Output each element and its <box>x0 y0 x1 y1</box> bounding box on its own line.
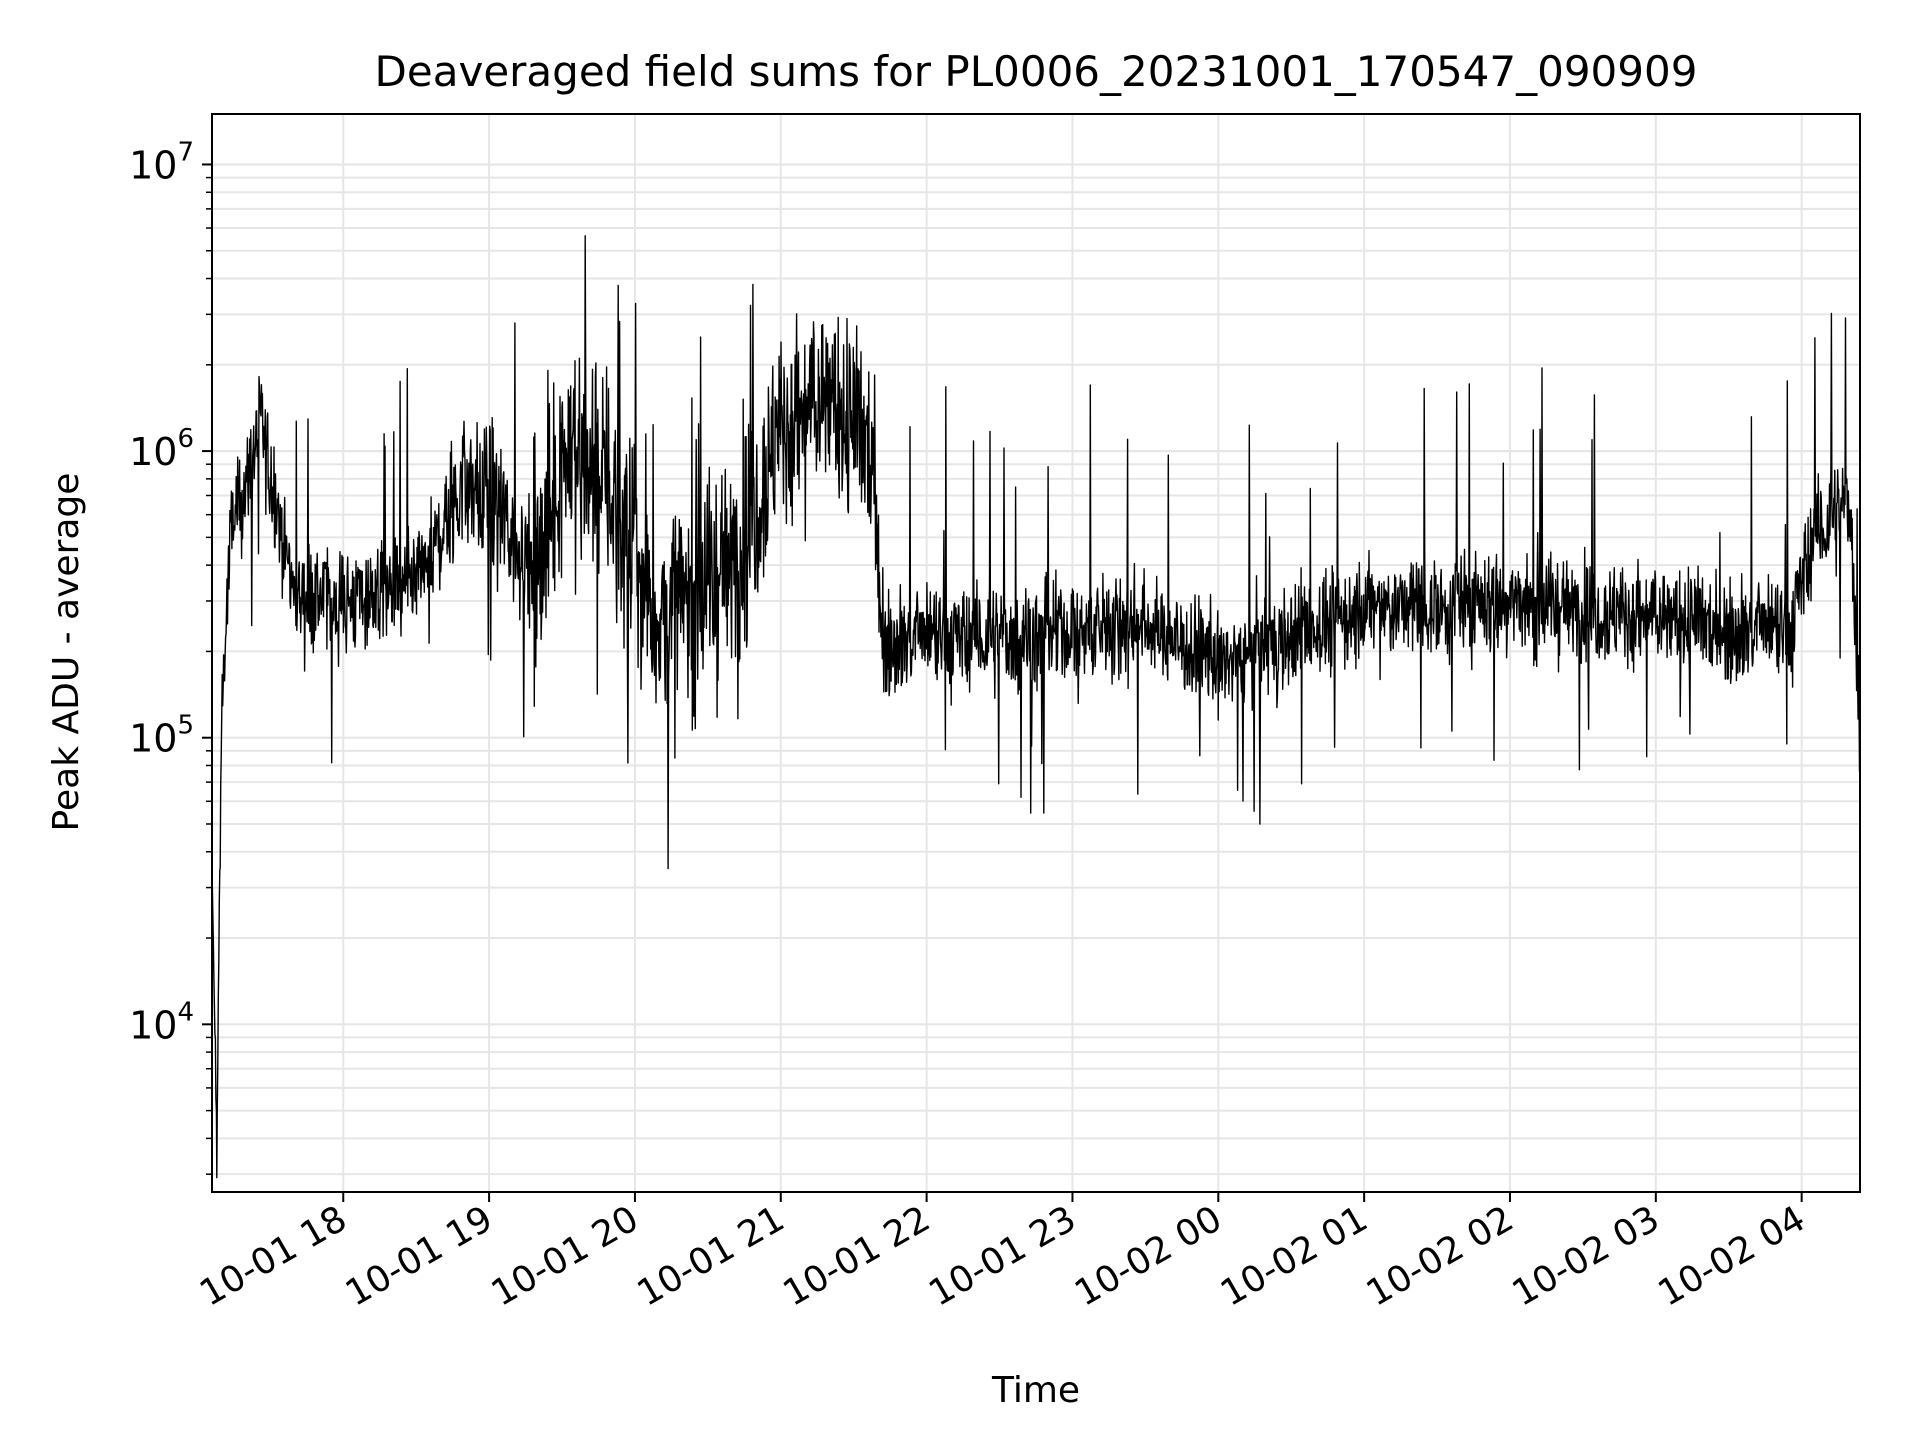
series-line <box>211 235 1861 1179</box>
x-tick-label: 10-02 03 <box>1506 1198 1667 1314</box>
y-tick-label: 105 <box>129 711 194 761</box>
x-tick-label: 10-02 00 <box>1068 1198 1229 1314</box>
series-group <box>211 235 1861 1179</box>
x-tick-label: 10-01 20 <box>485 1198 646 1314</box>
plot-frame <box>211 113 1861 1193</box>
y-axis-label: Peak ADU - average <box>46 473 87 832</box>
y-tick-label: 104 <box>129 997 194 1047</box>
x-axis-label: Time <box>991 1370 1080 1411</box>
x-tick-label: 10-01 21 <box>631 1198 792 1314</box>
x-tick-label: 10-02 02 <box>1360 1198 1521 1314</box>
x-tick-label: 10-02 04 <box>1651 1198 1812 1314</box>
x-tick-label: 10-02 01 <box>1214 1198 1375 1314</box>
y-tick-label: 106 <box>129 424 194 474</box>
x-tick-label: 10-01 23 <box>922 1198 1083 1314</box>
y-ticks: 104 105 106 107 <box>129 137 212 1175</box>
y-tick-label: 107 <box>129 137 194 187</box>
grid <box>212 114 1860 1192</box>
x-tick-label: 10-01 18 <box>193 1198 354 1314</box>
chart-title: Deaveraged field sums for PL0006_2023100… <box>375 47 1698 96</box>
x-tick-label: 10-01 19 <box>339 1198 500 1314</box>
x-tick-label: 10-01 22 <box>776 1198 937 1314</box>
